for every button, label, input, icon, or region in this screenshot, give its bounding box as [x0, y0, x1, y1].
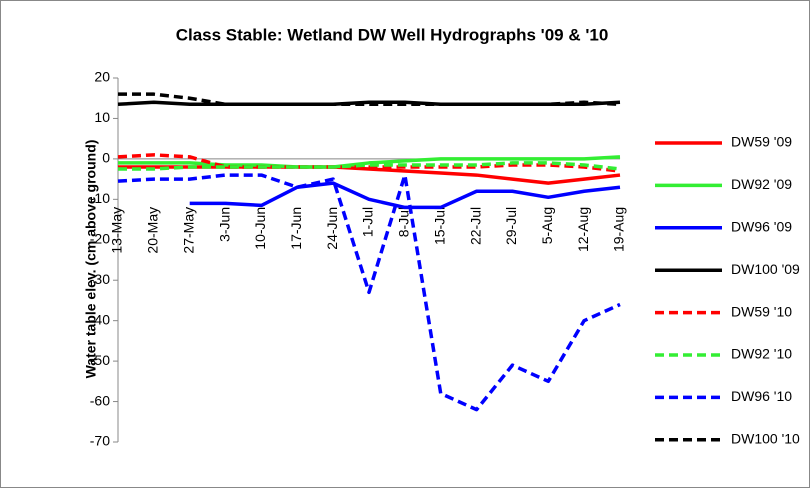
- x-tick-label: 27-May: [180, 207, 196, 254]
- series-line: [117, 173, 621, 412]
- y-tick-label: -10: [90, 190, 110, 206]
- legend-label: DW59 '10: [731, 303, 792, 319]
- legend-label: DW96 '10: [731, 388, 792, 404]
- x-tick-label: 5-Aug: [539, 207, 555, 244]
- x-tick-label: 3-Jun: [216, 207, 232, 242]
- legend-label: DW92 '09: [731, 176, 792, 192]
- x-tick-label: 12-Aug: [575, 207, 591, 252]
- legend-label: DW100 '10: [731, 431, 800, 447]
- x-tick-label: 24-Jun: [324, 207, 340, 250]
- x-tick-label: 22-Jul: [467, 207, 483, 245]
- x-tick-label: 19-Aug: [611, 207, 627, 252]
- x-tick-label: 17-Jun: [288, 207, 304, 250]
- y-tick-label: 20: [94, 69, 110, 85]
- legend-label: DW92 '10: [731, 346, 792, 362]
- x-tick-label: 15-Jul: [431, 207, 447, 245]
- legend-label: DW59 '09: [731, 134, 792, 150]
- x-tick-label: 8-Jul: [396, 207, 412, 237]
- series-line: [117, 153, 621, 173]
- legend-label: DW100 '09: [731, 261, 800, 277]
- y-tick-label: -20: [90, 230, 110, 246]
- y-tick-label: 10: [94, 109, 110, 125]
- series-line: [118, 155, 621, 169]
- y-tick-label: -50: [90, 352, 110, 368]
- series-line: [118, 92, 621, 107]
- x-tick-label: 29-Jul: [503, 207, 519, 245]
- y-tick-label: -30: [90, 271, 110, 287]
- series-line: [118, 165, 621, 185]
- x-tick-label: 1-Jul: [360, 207, 376, 237]
- x-tick-label: 10-Jun: [252, 207, 268, 250]
- x-tick-label: 20-May: [145, 207, 161, 254]
- series-line: [117, 100, 621, 107]
- y-tick-label: -40: [90, 311, 110, 327]
- x-tick-label: 13-May: [109, 207, 125, 254]
- y-tick-label: -60: [90, 392, 110, 408]
- y-axis-title: Water table elev. (cm above ground): [83, 140, 99, 379]
- y-tick-label: 0: [102, 150, 110, 166]
- chart-title: Class Stable: Wetland DW Well Hydrograph…: [176, 25, 609, 44]
- legend-label: DW96 '09: [731, 219, 792, 235]
- series-line: [189, 181, 621, 210]
- y-tick-label: -70: [90, 433, 110, 449]
